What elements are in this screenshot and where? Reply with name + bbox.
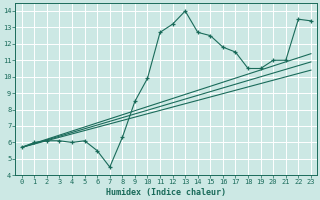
X-axis label: Humidex (Indice chaleur): Humidex (Indice chaleur) [106,188,226,197]
